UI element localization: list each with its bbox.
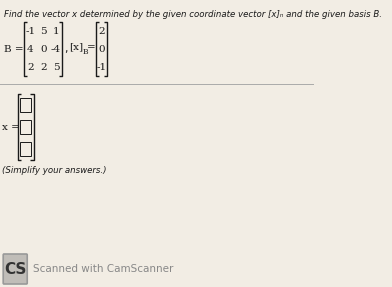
Text: 5: 5	[40, 26, 47, 36]
Text: 1: 1	[53, 26, 59, 36]
Text: B =: B =	[4, 44, 24, 53]
Text: (Simplify your answers.): (Simplify your answers.)	[2, 166, 106, 175]
Text: -1: -1	[97, 63, 107, 71]
Text: ,: ,	[64, 44, 67, 54]
Text: Find the vector x determined by the given coordinate vector [x]ₙ and the given b: Find the vector x determined by the give…	[4, 10, 382, 19]
Text: -4: -4	[51, 44, 61, 53]
Text: 0: 0	[40, 44, 47, 53]
Bar	[20, 98, 31, 112]
Text: 4: 4	[27, 44, 34, 53]
Text: -1: -1	[25, 26, 36, 36]
Text: 5: 5	[53, 63, 59, 71]
Text: x =: x =	[2, 123, 20, 131]
Text: 2: 2	[40, 63, 47, 71]
Text: CS: CS	[4, 261, 26, 276]
Text: 2: 2	[98, 26, 105, 36]
Bar	[20, 120, 31, 134]
Text: =: =	[87, 43, 96, 52]
Text: B: B	[82, 48, 88, 56]
Text: Scanned with CamScanner: Scanned with CamScanner	[33, 264, 173, 274]
Text: [x]: [x]	[69, 43, 83, 52]
Bar	[20, 142, 31, 156]
Text: 0: 0	[98, 44, 105, 53]
Text: 2: 2	[27, 63, 34, 71]
FancyBboxPatch shape	[3, 254, 27, 284]
